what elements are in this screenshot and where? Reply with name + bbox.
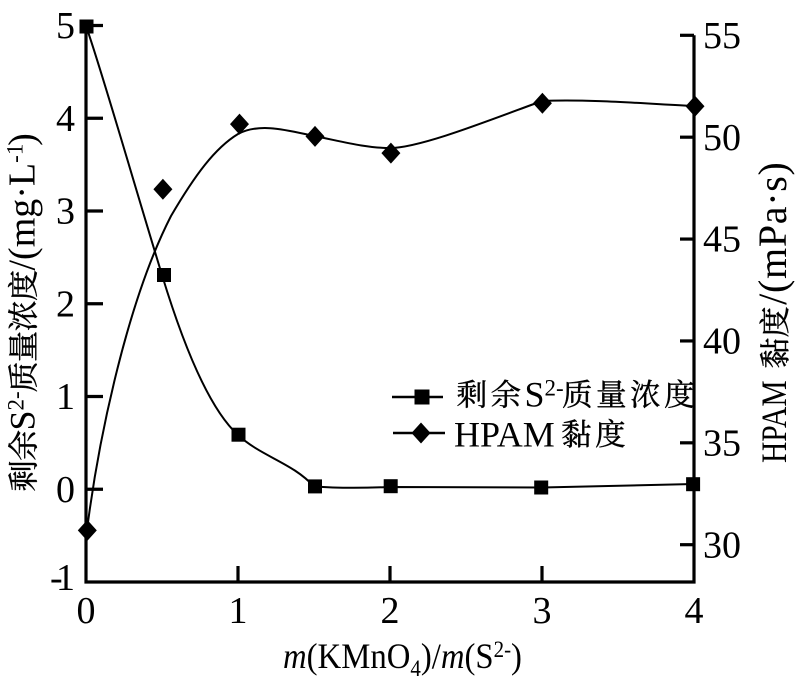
- svg-text:)/: )/: [421, 637, 441, 677]
- svg-text:0: 0: [56, 469, 75, 511]
- svg-text:30: 30: [703, 524, 741, 566]
- svg-text:(S: (S: [465, 637, 494, 677]
- svg-text:/(mg·L: /(mg·L: [2, 163, 44, 271]
- svg-text:S: S: [3, 410, 43, 430]
- svg-text:2-: 2-: [494, 636, 511, 662]
- svg-text:/(mPa·s): /(mPa·s): [750, 161, 795, 304]
- svg-text:45: 45: [703, 219, 741, 261]
- svg-text:55: 55: [703, 15, 741, 57]
- svg-text:2-: 2-: [545, 376, 564, 401]
- svg-text:2: 2: [56, 283, 75, 325]
- svg-text:50: 50: [703, 117, 741, 159]
- svg-text:5: 5: [56, 5, 75, 47]
- svg-text:(KMnO: (KMnO: [307, 637, 411, 677]
- svg-text:): ): [511, 637, 522, 677]
- svg-text:1: 1: [229, 590, 248, 632]
- svg-text:4: 4: [685, 590, 704, 632]
- svg-text:1: 1: [56, 376, 75, 418]
- svg-text:3: 3: [533, 590, 552, 632]
- svg-text:m: m: [441, 637, 465, 677]
- svg-text:0: 0: [77, 590, 96, 632]
- svg-text:40: 40: [703, 321, 741, 363]
- svg-text:): ): [2, 133, 44, 146]
- svg-text:S: S: [525, 375, 545, 415]
- svg-text:4: 4: [56, 98, 75, 140]
- svg-text:2-: 2-: [4, 391, 29, 410]
- svg-text:2: 2: [381, 590, 400, 632]
- svg-text:1: 1: [56, 557, 75, 599]
- svg-text:HPAM: HPAM: [755, 380, 794, 463]
- svg-text:m: m: [283, 637, 307, 677]
- svg-text:35: 35: [703, 422, 741, 464]
- svg-text:4: 4: [410, 655, 420, 681]
- svg-text:-1: -1: [3, 144, 28, 163]
- svg-text:3: 3: [56, 191, 75, 233]
- svg-text:HPAM: HPAM: [454, 415, 555, 455]
- svg-text:-: -: [50, 557, 63, 599]
